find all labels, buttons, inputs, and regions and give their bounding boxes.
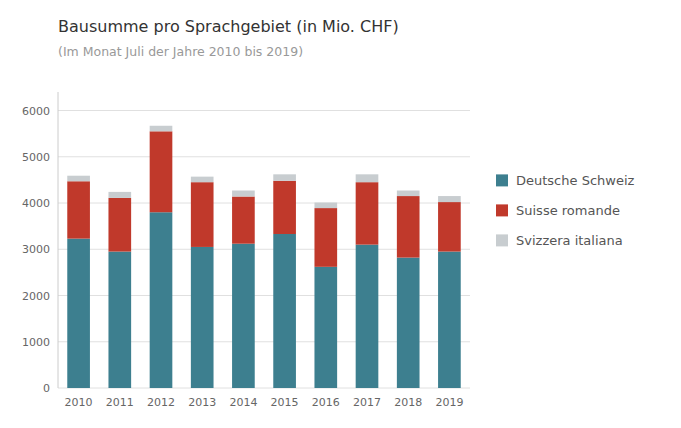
bar-segment: [108, 192, 131, 198]
x-tick-label: 2019: [435, 396, 463, 409]
y-tick-label: 2000: [22, 290, 50, 303]
y-tick-label: 4000: [22, 197, 50, 210]
bar-segment: [356, 245, 379, 388]
bar-segment: [150, 212, 173, 388]
grid-line: [58, 156, 470, 157]
bar-segment: [314, 203, 337, 209]
legend-label: Svizzera italiana: [516, 233, 623, 248]
x-tick-label: 2014: [229, 396, 257, 409]
x-tick-label: 2017: [353, 396, 381, 409]
bar-segment: [273, 234, 296, 388]
y-tick-label: 3000: [22, 243, 50, 256]
y-tick-label: 6000: [22, 105, 50, 118]
x-tick-label: 2010: [65, 396, 93, 409]
bar-segment: [150, 131, 173, 212]
bar-segment: [314, 267, 337, 388]
legend: Deutsche Schweiz Suisse romande Svizzera i…: [496, 173, 635, 248]
bar-segment: [108, 252, 131, 388]
y-tick-label: 1000: [22, 336, 50, 349]
bar-segment: [397, 258, 420, 388]
bar-segment: [356, 174, 379, 182]
bar-segment: [150, 126, 173, 132]
bar-segment: [191, 247, 214, 388]
title: Bausumme pro Sprachgebiet (in Mio. CHF): [58, 17, 399, 36]
bar-segment: [438, 196, 461, 202]
x-tick-label: 2011: [106, 396, 134, 409]
bar-segment: [232, 197, 255, 244]
bar-segment: [108, 198, 131, 252]
bar-segment: [314, 208, 337, 267]
bar-segment: [67, 181, 90, 238]
bar-segment: [397, 196, 420, 258]
bar-segment: [232, 244, 255, 388]
bar-segment: [438, 202, 461, 251]
bar-segment: [191, 177, 214, 183]
y-tick-label: 0: [43, 382, 50, 395]
bar-segment: [356, 182, 379, 244]
legend-swatch: [496, 234, 508, 246]
legend-label: Suisse romande: [516, 203, 620, 218]
x-tick-label: 2015: [271, 396, 299, 409]
grid-line: [58, 110, 470, 111]
subtitle: (Im Monat Juli der Jahre 2010 bis 2019): [58, 44, 303, 59]
bar-segment: [232, 191, 255, 197]
bar-segment: [273, 181, 296, 234]
bar-segment: [397, 191, 420, 197]
chart: Bausumme pro Sprachgebiet (in Mio. CHF) (…: [0, 0, 681, 428]
legend-label: Deutsche Schweiz: [516, 173, 635, 188]
bar-segment: [438, 252, 461, 388]
bar-segment: [191, 182, 214, 247]
bar-segment: [67, 239, 90, 388]
x-tick-label: 2013: [188, 396, 216, 409]
y-tick-label: 5000: [22, 151, 50, 164]
legend-swatch: [496, 204, 508, 216]
x-tick-label: 2016: [312, 396, 340, 409]
x-tick-label: 2012: [147, 396, 175, 409]
x-tick-label: 2018: [394, 396, 422, 409]
legend-swatch: [496, 174, 508, 186]
bar-segment: [67, 176, 90, 182]
y-axis-line: [58, 92, 59, 388]
bars: [67, 126, 460, 388]
bar-segment: [273, 174, 296, 180]
